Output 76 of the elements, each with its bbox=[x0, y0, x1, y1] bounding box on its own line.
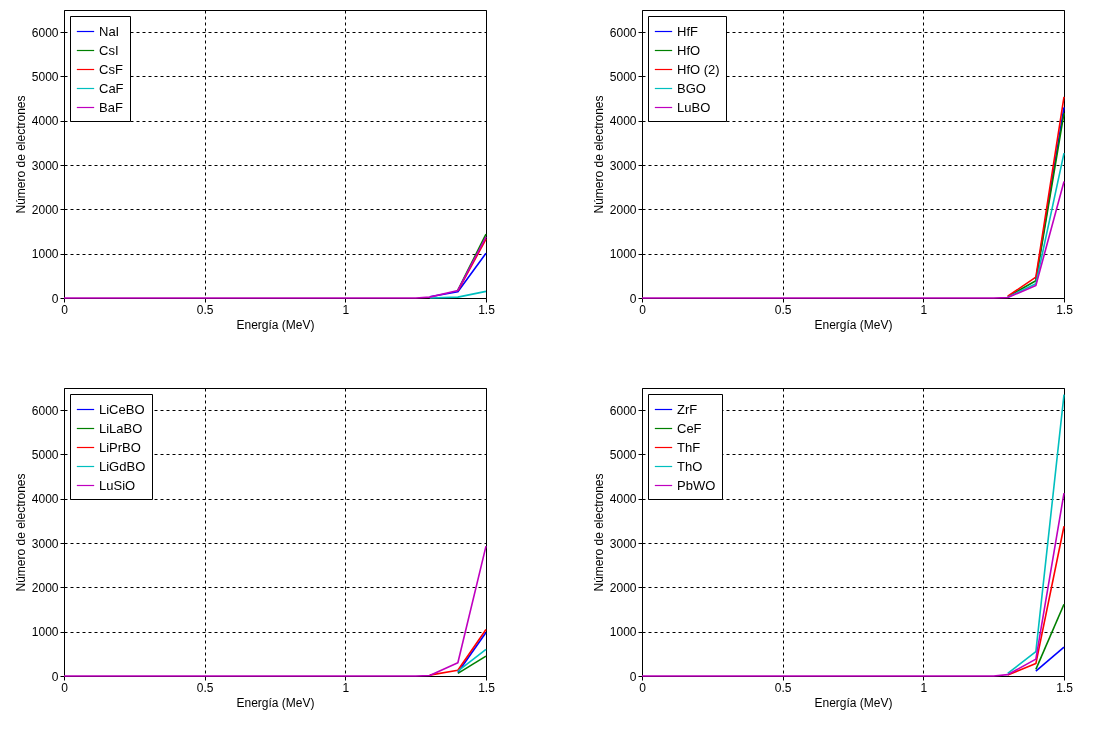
x-tick-label: 0 bbox=[61, 680, 69, 695]
x-tick-label: 1.5 bbox=[1056, 680, 1074, 695]
x-tick-label: 0 bbox=[61, 302, 69, 317]
legend-label: HfO (2) bbox=[677, 61, 720, 77]
legend-label: HfF bbox=[677, 23, 698, 39]
x-tick-label: 0.5 bbox=[774, 680, 792, 695]
y-tick-label: 4000 bbox=[31, 492, 59, 507]
x-axis-title: Energía (MeV) bbox=[236, 317, 315, 332]
x-tick-label: 1.5 bbox=[1056, 302, 1074, 317]
y-tick-label: 3000 bbox=[609, 536, 637, 551]
x-tick-label: 0.5 bbox=[196, 302, 214, 317]
y-tick-label: 0 bbox=[51, 669, 59, 684]
legend-label: BaF bbox=[99, 99, 123, 115]
y-tick-label: 5000 bbox=[609, 69, 637, 84]
y-tick-label: 2000 bbox=[609, 202, 637, 217]
y-tick-label: 2000 bbox=[31, 202, 59, 217]
y-tick-label: 1000 bbox=[31, 247, 59, 262]
legend-label: HfO bbox=[677, 42, 701, 58]
legend-label: CeF bbox=[677, 420, 702, 436]
y-tick-label: 5000 bbox=[31, 447, 59, 462]
y-tick-label: 6000 bbox=[609, 403, 637, 418]
line-series bbox=[63, 545, 487, 677]
x-tick-label: 0.5 bbox=[774, 302, 792, 317]
legend-label: LuBO bbox=[677, 99, 711, 115]
line-series bbox=[63, 236, 487, 299]
y-tick-label: 1000 bbox=[609, 247, 637, 262]
legend-label: NaI bbox=[99, 23, 120, 39]
legend-label: CaF bbox=[99, 80, 124, 96]
legend-label: LiGdBO bbox=[99, 458, 146, 474]
line-series bbox=[641, 492, 1065, 677]
y-tick-label: 4000 bbox=[609, 114, 637, 129]
y-tick-label: 3000 bbox=[609, 158, 637, 173]
x-axis-title: Energía (MeV) bbox=[814, 695, 893, 710]
legend-label: CsF bbox=[99, 61, 123, 77]
y-axis-title: Número de electrones bbox=[591, 473, 606, 592]
y-tick-label: 5000 bbox=[31, 69, 59, 84]
x-tick-label: 0 bbox=[639, 302, 647, 317]
y-tick-label: 4000 bbox=[31, 114, 59, 129]
y-tick-label: 6000 bbox=[609, 25, 637, 40]
y-tick-label: 5000 bbox=[609, 447, 637, 462]
x-tick-label: 1.5 bbox=[478, 302, 496, 317]
y-tick-label: 1000 bbox=[31, 625, 59, 640]
y-tick-label: 6000 bbox=[31, 403, 59, 418]
x-tick-label: 0.5 bbox=[196, 680, 214, 695]
y-tick-label: 0 bbox=[51, 291, 59, 306]
x-tick-label: 1 bbox=[920, 302, 928, 317]
y-axis-title: Número de electrones bbox=[591, 95, 606, 214]
x-tick-label: 1 bbox=[920, 680, 928, 695]
y-axis-title: Número de electrones bbox=[13, 95, 28, 214]
legend-label: PbWO bbox=[677, 477, 716, 493]
y-tick-label: 3000 bbox=[31, 158, 59, 173]
y-tick-label: 2000 bbox=[609, 580, 637, 595]
x-tick-label: 1 bbox=[342, 302, 350, 317]
x-axis-title: Energía (MeV) bbox=[814, 317, 893, 332]
legend-label: LiCeBO bbox=[99, 401, 145, 417]
legend-label: LiPrBO bbox=[99, 439, 141, 455]
y-tick-label: 1000 bbox=[609, 625, 637, 640]
legend-label: ZrF bbox=[677, 401, 698, 417]
legend-label: LiLaBO bbox=[99, 420, 143, 436]
legend-label: CsI bbox=[99, 42, 119, 58]
y-tick-label: 6000 bbox=[31, 25, 59, 40]
y-tick-label: 4000 bbox=[609, 492, 637, 507]
legend-label: LuSiO bbox=[99, 477, 136, 493]
y-tick-label: 0 bbox=[629, 669, 637, 684]
y-tick-label: 0 bbox=[629, 291, 637, 306]
x-tick-label: 1 bbox=[342, 680, 350, 695]
x-axis-title: Energía (MeV) bbox=[236, 695, 315, 710]
line-series bbox=[641, 180, 1065, 299]
y-tick-label: 3000 bbox=[31, 536, 59, 551]
legend-label: BGO bbox=[677, 80, 706, 96]
y-tick-label: 2000 bbox=[31, 580, 59, 595]
legend-label: ThO bbox=[677, 458, 703, 474]
x-tick-label: 1.5 bbox=[478, 680, 496, 695]
y-axis-title: Número de electrones bbox=[13, 473, 28, 592]
legend-label: ThF bbox=[677, 439, 701, 455]
x-tick-label: 0 bbox=[639, 680, 647, 695]
